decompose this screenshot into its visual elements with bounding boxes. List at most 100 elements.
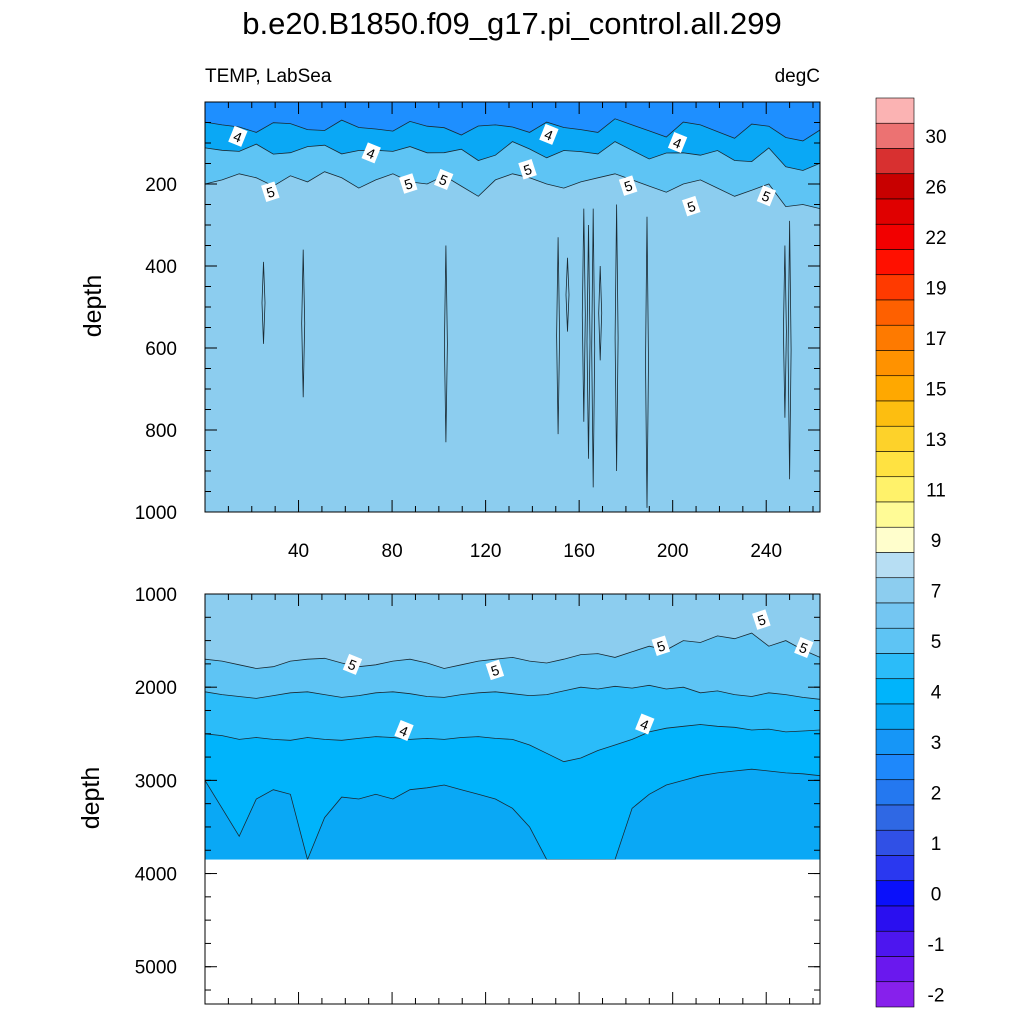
colorbar-swatch [875, 956, 915, 983]
vertical-contour [591, 208, 596, 488]
upper-y-axis-label: depth [79, 275, 107, 338]
vertical-contour [614, 204, 619, 472]
x-tick-label: 240 [750, 541, 782, 562]
x-tick-label: 200 [657, 541, 689, 562]
vertical-contour [565, 257, 570, 332]
y-tick-label: 4000 [135, 865, 177, 886]
contour-label: 5 [398, 173, 418, 194]
colorbar-swatch [875, 602, 915, 629]
upper-subtitle-left: TEMP, LabSea [205, 66, 332, 87]
colorbar-swatch [875, 501, 915, 528]
vertical-contour [586, 224, 591, 459]
y-tick-label: 800 [145, 421, 177, 442]
colorbar-label: 11 [926, 480, 946, 501]
y-tick-label: 400 [145, 257, 177, 278]
colorbar-swatch [875, 552, 915, 579]
colorbar-swatch [875, 804, 915, 831]
colorbar-label: 3 [931, 733, 942, 754]
band-2.5 [205, 102, 820, 141]
y-tick-label: 600 [145, 339, 177, 360]
contour-label: 4 [361, 142, 381, 164]
isotherm-line-1 [204, 141, 821, 171]
colorbar-label: -2 [928, 985, 945, 1006]
colorbar-swatch [875, 905, 915, 932]
y-tick-label: 3000 [135, 771, 177, 792]
contour-label: 5 [434, 168, 454, 190]
contour-label: 5 [681, 195, 701, 217]
vertical-contour [556, 237, 561, 435]
isotherm-line-0 [204, 632, 821, 669]
colorbar-swatch [875, 425, 915, 452]
colorbar-swatch [875, 173, 915, 200]
colorbar-swatch [875, 981, 915, 1008]
colorbar-swatch [875, 855, 915, 882]
colorbar-label: 7 [931, 581, 942, 602]
colorbar-label: 13 [925, 430, 946, 451]
vertical-contour [581, 208, 586, 422]
no-data-area [205, 859, 820, 1004]
colorbar-swatch [875, 350, 915, 377]
colorbar-label: 30 [925, 127, 946, 148]
contour-label: 5 [485, 659, 505, 681]
colorbar-swatch [875, 653, 915, 680]
contour-label: 5 [618, 175, 638, 196]
x-tick-label: 40 [288, 541, 309, 562]
colorbar-swatch [875, 930, 915, 957]
y-tick-label: 200 [145, 175, 177, 196]
colorbar-swatch [875, 375, 915, 402]
y-tick-label: 1000 [135, 585, 177, 606]
colorbar-swatch [875, 249, 915, 276]
colorbar-swatch [875, 476, 915, 503]
vertical-contour [787, 220, 792, 480]
colorbar-label: 19 [925, 278, 946, 299]
colorbar-swatch [875, 880, 915, 907]
colorbar-swatch [875, 148, 915, 175]
vertical-contour [261, 261, 266, 344]
panel-frame [204, 593, 821, 1005]
contour-label: 5 [794, 637, 814, 659]
colorbar-label: 22 [925, 228, 946, 249]
colorbar-swatch [875, 198, 915, 225]
lower-contour-panel: 5 5 4 5 4 5 5 1000 2000 3000 4000 5000 [135, 585, 821, 1005]
contour-label: 5 [518, 158, 537, 180]
colorbar-label: 5 [931, 632, 942, 653]
colorbar-label: 15 [925, 379, 946, 400]
isotherm-line-2 [204, 118, 821, 142]
lower-y-axis-label: depth [77, 767, 105, 830]
colorbar-swatch [875, 122, 915, 149]
contour-label: 5 [342, 653, 363, 675]
figure-title: b.e20.B1850.f09_g17.pi_control.all.299 [242, 6, 782, 41]
isotherm-line-2 [204, 724, 821, 763]
colorbar-label: 4 [931, 682, 942, 703]
contour-label: 5 [752, 609, 771, 630]
colorbar: 30 26 22 19 17 15 13 11 9 7 5 4 3 2 1 0 -1 -2 [875, 97, 947, 1008]
band-layer-3 [205, 769, 820, 860]
isotherm-line-1 [204, 684, 821, 700]
colorbar-swatch [875, 754, 915, 781]
contour-label: 5 [756, 185, 777, 207]
contour-label: 4 [667, 132, 688, 154]
vertical-contour [782, 245, 787, 418]
y-tick-label: 1000 [135, 503, 177, 524]
x-tick-label: 160 [563, 541, 595, 562]
colorbar-swatch [875, 97, 915, 124]
colorbar-swatch [875, 223, 915, 250]
contour-label: 4 [539, 123, 559, 145]
contour-label: 5 [651, 635, 671, 656]
x-tick-label: 120 [470, 541, 502, 562]
colorbar-swatch [875, 627, 915, 654]
contour-label: 4 [635, 713, 655, 735]
colorbar-swatch [875, 526, 915, 553]
colorbar-label: -1 [928, 935, 945, 956]
colorbar-label: 26 [925, 177, 946, 198]
contour-label: 4 [228, 125, 248, 147]
colorbar-swatch [875, 703, 915, 730]
y-tick-label: 2000 [135, 678, 177, 699]
colorbar-label: 2 [931, 783, 942, 804]
colorbar-swatch [875, 728, 915, 755]
contour-label: 4 [394, 720, 414, 742]
vertical-contour [598, 265, 603, 361]
contour-label: 5 [261, 181, 280, 202]
